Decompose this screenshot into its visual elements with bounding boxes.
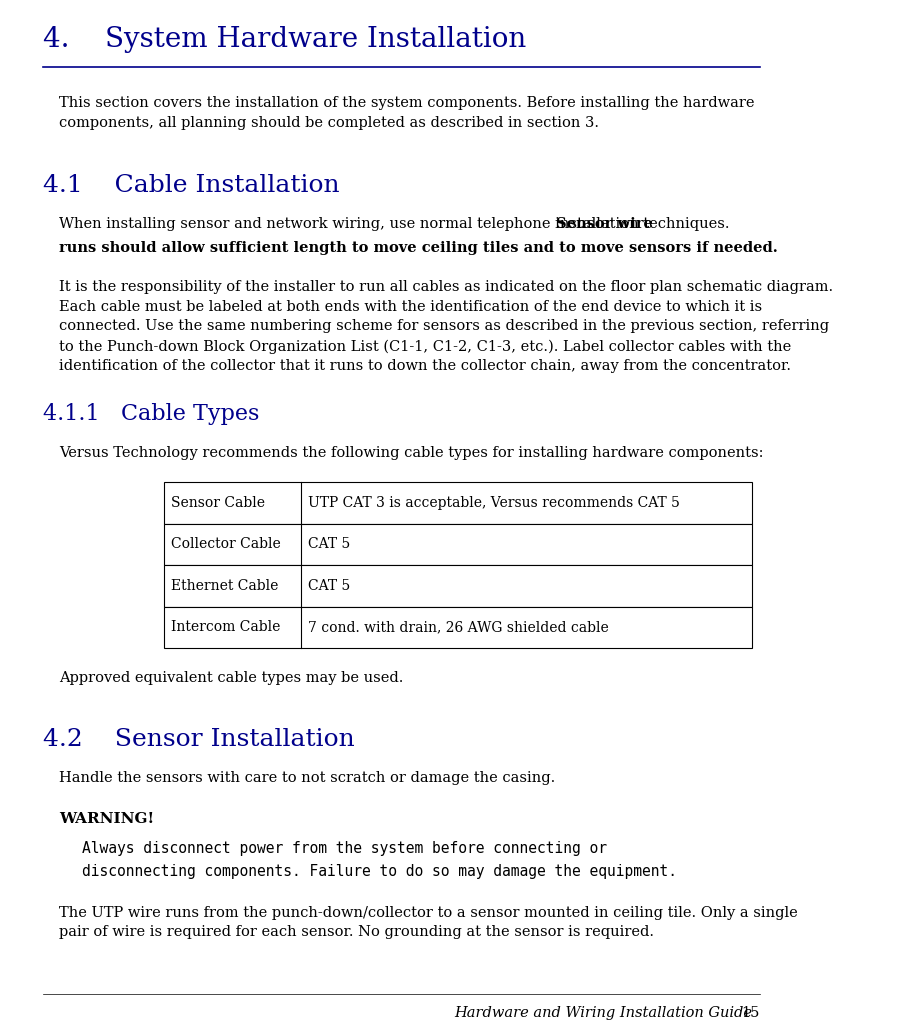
- Text: 15: 15: [741, 1006, 759, 1021]
- Bar: [164, 524, 752, 565]
- Text: Versus Technology recommends the following cable types for installing hardware c: Versus Technology recommends the followi…: [59, 446, 763, 461]
- Text: Ethernet Cable: Ethernet Cable: [171, 579, 278, 593]
- Text: 4.2    Sensor Installation: 4.2 Sensor Installation: [43, 728, 355, 750]
- Text: CAT 5: CAT 5: [307, 537, 350, 552]
- Text: When installing sensor and network wiring, use normal telephone installation tec: When installing sensor and network wirin…: [59, 217, 734, 232]
- Text: 4.1.1   Cable Types: 4.1.1 Cable Types: [43, 403, 259, 424]
- Text: runs should allow sufficient length to move ceiling tiles and to move sensors if: runs should allow sufficient length to m…: [59, 241, 777, 256]
- Bar: [164, 607, 752, 648]
- Text: Hardware and Wiring Installation Guide: Hardware and Wiring Installation Guide: [454, 1006, 752, 1021]
- Text: Intercom Cable: Intercom Cable: [171, 620, 280, 634]
- Text: Handle the sensors with care to not scratch or damage the casing.: Handle the sensors with care to not scra…: [59, 771, 555, 786]
- Text: This section covers the installation of the system components. Before installing: This section covers the installation of …: [59, 96, 755, 129]
- Bar: [164, 482, 752, 524]
- Text: The UTP wire runs from the punch-down/collector to a sensor mounted in ceiling t: The UTP wire runs from the punch-down/co…: [59, 906, 797, 939]
- Text: Collector Cable: Collector Cable: [171, 537, 280, 552]
- Text: Sensor wire: Sensor wire: [556, 217, 653, 232]
- Text: 4.    System Hardware Installation: 4. System Hardware Installation: [43, 26, 526, 53]
- Text: Always disconnect power from the system before connecting or
disconnecting compo: Always disconnect power from the system …: [83, 841, 678, 880]
- Bar: [164, 565, 752, 607]
- Text: Approved equivalent cable types may be used.: Approved equivalent cable types may be u…: [59, 671, 403, 685]
- Text: WARNING!: WARNING!: [59, 812, 154, 827]
- Text: UTP CAT 3 is acceptable, Versus recommends CAT 5: UTP CAT 3 is acceptable, Versus recommen…: [307, 496, 679, 510]
- Text: CAT 5: CAT 5: [307, 579, 350, 593]
- Text: Sensor Cable: Sensor Cable: [171, 496, 265, 510]
- Text: 4.1    Cable Installation: 4.1 Cable Installation: [43, 174, 340, 197]
- Text: It is the responsibility of the installer to run all cables as indicated on the : It is the responsibility of the installe…: [59, 280, 833, 373]
- Text: 7 cond. with drain, 26 AWG shielded cable: 7 cond. with drain, 26 AWG shielded cabl…: [307, 620, 609, 634]
